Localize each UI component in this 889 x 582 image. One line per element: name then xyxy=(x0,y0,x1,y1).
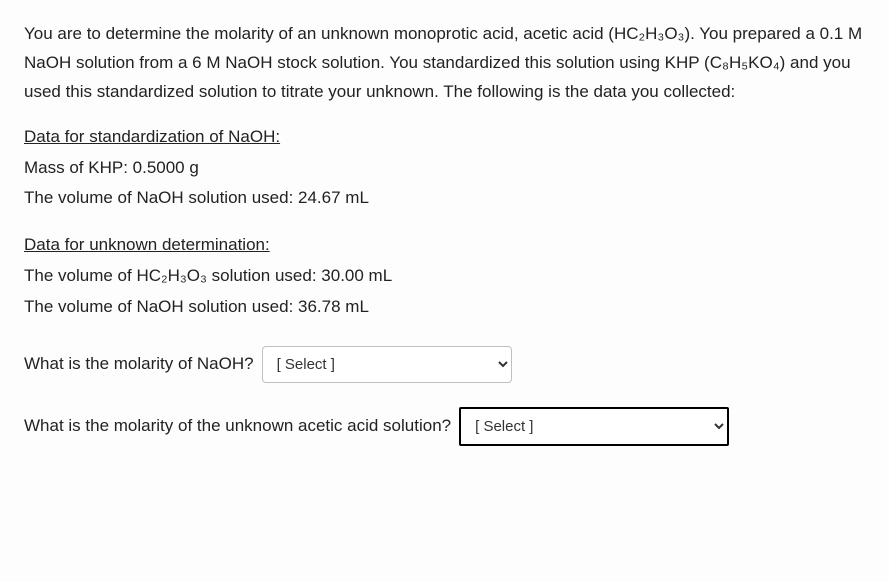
question-1-label: What is the molarity of NaOH? xyxy=(24,350,254,379)
standardization-heading: Data for standardization of NaOH: xyxy=(24,123,865,152)
question-1-select[interactable]: [ Select ] xyxy=(262,346,512,383)
unknown-heading: Data for unknown determination: xyxy=(24,231,865,260)
naoh-volume-std-line: The volume of NaOH solution used: 24.67 … xyxy=(24,184,865,213)
question-2-select[interactable]: [ Select ] xyxy=(459,407,729,446)
question-2-row: What is the molarity of the unknown acet… xyxy=(24,407,865,446)
unknown-section: Data for unknown determination: The volu… xyxy=(24,231,865,322)
naoh-volume-unknown-line: The volume of NaOH solution used: 36.78 … xyxy=(24,293,865,322)
question-1-row: What is the molarity of NaOH? [ Select ] xyxy=(24,346,865,383)
intro-paragraph: You are to determine the molarity of an … xyxy=(24,20,865,107)
standardization-section: Data for standardization of NaOH: Mass o… xyxy=(24,123,865,214)
question-2-label: What is the molarity of the unknown acet… xyxy=(24,412,451,441)
khp-mass-line: Mass of KHP: 0.5000 g xyxy=(24,154,865,183)
acetic-volume-line: The volume of HC₂H₃O₃ solution used: 30.… xyxy=(24,262,865,291)
intro-text: You are to determine the molarity of an … xyxy=(24,24,862,101)
